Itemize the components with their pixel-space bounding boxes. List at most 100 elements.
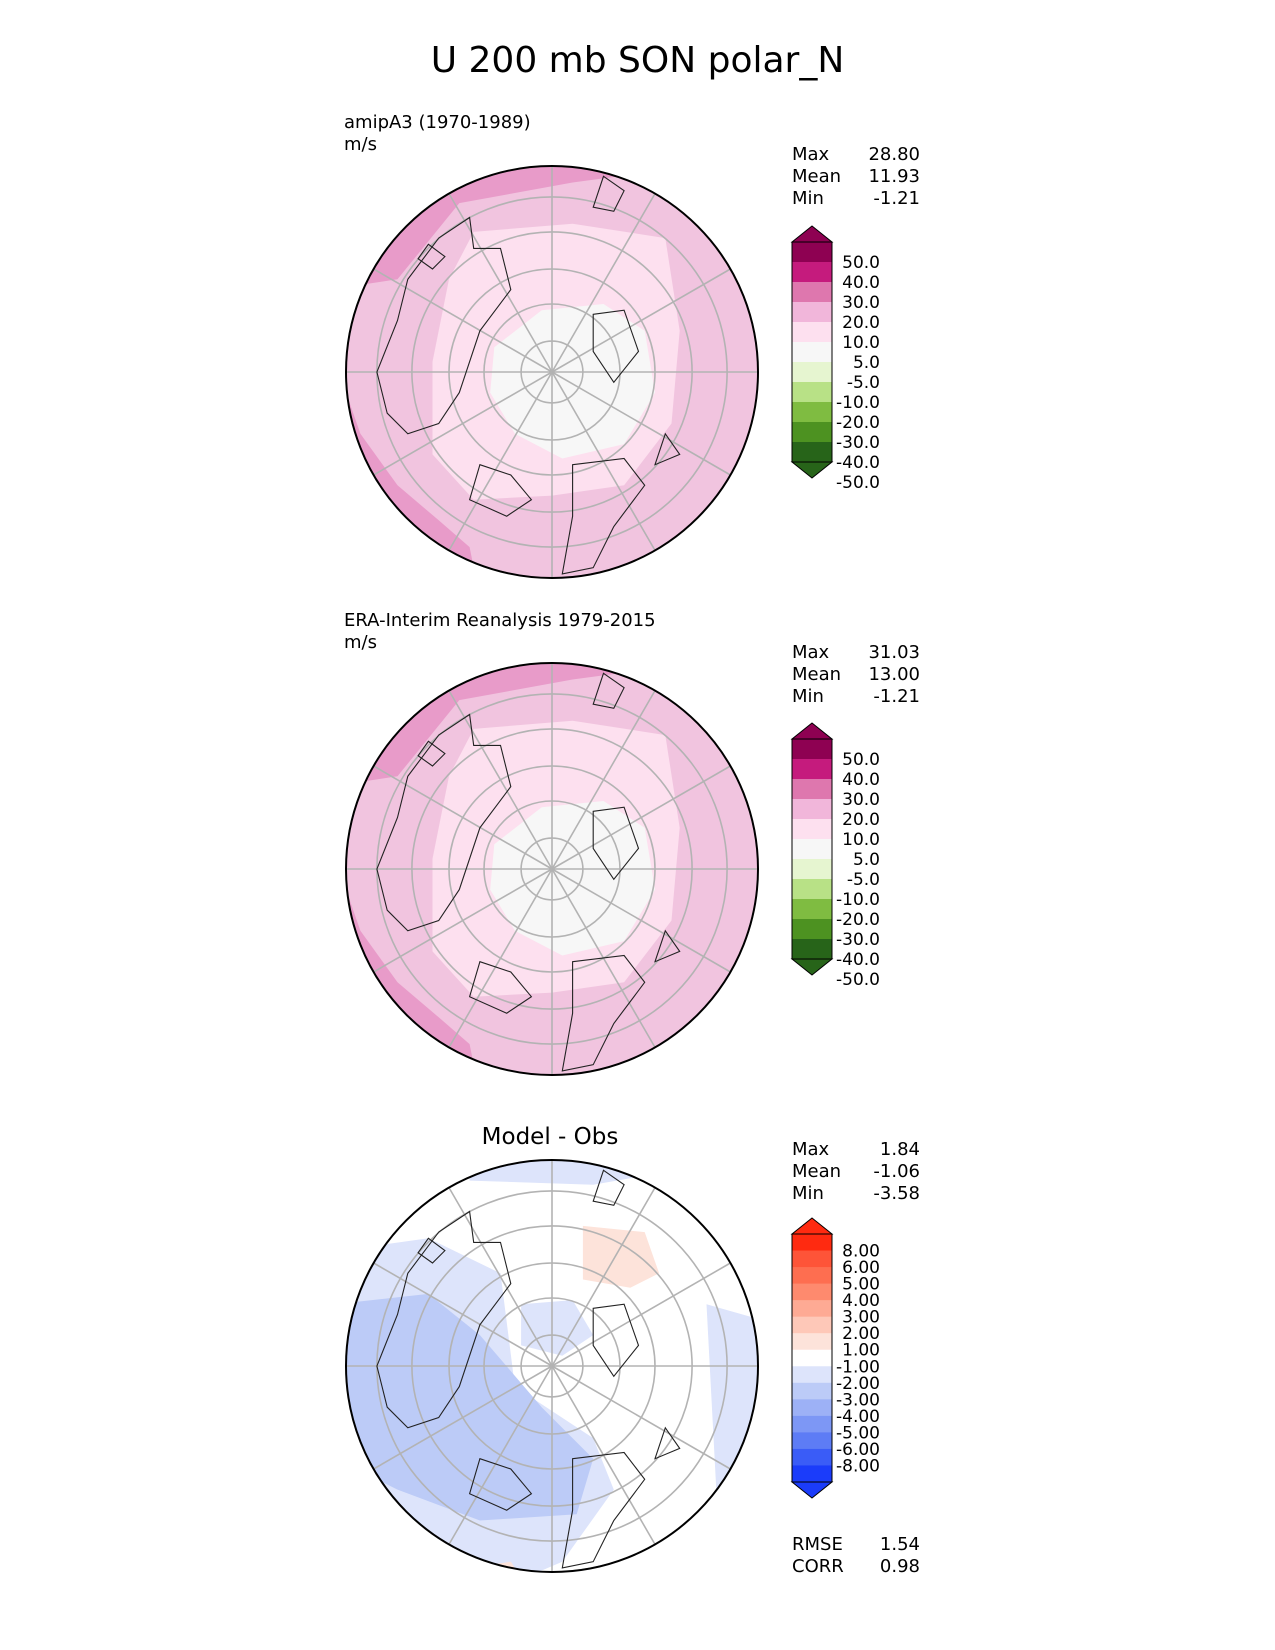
coastline (592, 672, 625, 709)
colorbar-tick-label: -3.00 (836, 1390, 880, 1410)
meridian-gridline (551, 1187, 656, 1367)
map-panel-3 (345, 1159, 759, 1573)
colorbar-frame (791, 738, 833, 960)
colorbar-swatch (792, 859, 832, 880)
band-1-2 (582, 1225, 660, 1288)
panel-2-header: ERA-Interim Reanalysis 1979-2015 m/s (344, 610, 656, 654)
colorbar-swatch (792, 382, 832, 403)
colorbar-frame (791, 241, 833, 463)
colorbar-tick-label: 20.0 (842, 810, 880, 830)
colorbar-swatch (792, 739, 832, 760)
meridian-gridline (551, 868, 731, 973)
meridian-gridline (551, 1262, 731, 1367)
colorbar-tick-label: -6.00 (836, 1440, 880, 1460)
meridian-gridline (373, 1365, 553, 1470)
panel-3-stats: Max 1.84 Mean -1.06 Min -3.58 (792, 1139, 920, 1205)
colorbar-tick-label: 50.0 (842, 253, 880, 273)
stat-row-mean: Mean 11.93 (792, 166, 920, 187)
colorbar-tick-label: 5.00 (842, 1275, 880, 1295)
colorbar-tick-label: -50.0 (836, 473, 880, 493)
stat-row-min: Min -1.21 (792, 188, 920, 209)
colorbar-swatch (792, 1234, 832, 1252)
coastline (592, 1169, 625, 1206)
meridian-gridline (448, 868, 553, 1048)
contour-field (346, 663, 758, 1075)
colorbar-swatch (792, 402, 832, 423)
colorbar-tick-label: 50.0 (842, 750, 880, 770)
colorbar-swatch (792, 1382, 832, 1400)
coastline (376, 1210, 512, 1429)
meridian-gridline (448, 193, 553, 373)
panel-2-stats: Max 31.03 Mean 13.00 Min -1.21 (792, 642, 920, 708)
contour-field (346, 166, 758, 578)
coastline (592, 175, 625, 212)
colorbar-tick-label: 8.00 (842, 1242, 880, 1262)
colorbar-swatch (792, 1300, 832, 1318)
colorbar-swatch (792, 1316, 832, 1334)
colorbar-1: 50.040.030.020.010.05.0-5.0-10.0-20.0-30… (790, 225, 880, 493)
colorbar-frame (791, 1233, 833, 1483)
colorbar-tick-label: -10.0 (836, 393, 880, 413)
colorbar-tick-label: -30.0 (836, 433, 880, 453)
colorbar-swatch (792, 879, 832, 900)
stat-row-mean: Mean 13.00 (792, 664, 920, 685)
colorbar-swatch (792, 1432, 832, 1450)
panel-1-header: amipA3 (1970-1989) m/s (344, 112, 531, 156)
stat-row-max: Max 28.80 (792, 144, 920, 165)
figure-title: U 200 mb SON polar_N (430, 40, 845, 81)
colorbar-swatch (792, 1465, 832, 1483)
colorbar-swatch (792, 1283, 832, 1301)
panel-1-title: amipA3 (1970-1989) (344, 112, 531, 133)
meridian-gridline (551, 193, 656, 373)
colorbar-extend-min (790, 958, 834, 976)
colorbar-tick-label: -5.0 (847, 870, 880, 890)
meridian-gridline (373, 1262, 553, 1367)
map-panel-1 (345, 165, 759, 579)
colorbar-tick-label: 5.0 (853, 850, 880, 870)
meridian-gridline (448, 1187, 553, 1367)
colorbar-swatch (792, 899, 832, 920)
colorbar-tick-label: -5.00 (836, 1423, 880, 1443)
meridian-gridline (448, 690, 553, 870)
colorbar-swatch (792, 1250, 832, 1268)
meridian-gridline (373, 868, 553, 973)
map-boundary (345, 662, 759, 1076)
stat-row-max: Max 1.84 (792, 1139, 920, 1160)
colorbar-tick-label: -10.0 (836, 890, 880, 910)
meridian-gridline (551, 268, 731, 373)
coastline (592, 1303, 640, 1378)
colorbar-tick-label: 10.0 (842, 333, 880, 353)
colorbar-swatch (792, 302, 832, 323)
meridian-gridline (551, 371, 731, 476)
stat-row-max: Max 31.03 (792, 642, 920, 663)
colorbar-swatch (792, 1448, 832, 1466)
coastline (376, 713, 512, 932)
colorbar-swatch (792, 422, 832, 443)
colorbar-tick-label: 5.0 (853, 353, 880, 373)
colorbar-swatch (792, 919, 832, 940)
colorbar-swatch (792, 1366, 832, 1384)
meridian-gridline (373, 371, 553, 476)
stat-row-min: Min -3.58 (792, 1183, 920, 1204)
colorbar-swatch (792, 839, 832, 860)
colorbar-swatch (792, 282, 832, 303)
colorbar-swatch (792, 759, 832, 780)
colorbar-tick-label: 40.0 (842, 770, 880, 790)
colorbar-tick-label: -30.0 (836, 930, 880, 950)
colorbar-extend-max (790, 225, 834, 243)
band-neg2-neg1 (469, 1160, 676, 1185)
colorbar-tick-label: 4.00 (842, 1291, 880, 1311)
colorbar-tick-label: -5.0 (847, 373, 880, 393)
colorbar-swatch (792, 342, 832, 363)
colorbar-swatch (792, 1333, 832, 1351)
coastline (592, 806, 640, 881)
colorbar-swatch (792, 322, 832, 343)
meridian-gridline (373, 268, 553, 373)
coastline (417, 1237, 446, 1264)
colorbar-tick-label: 30.0 (842, 790, 880, 810)
map-panel-2 (345, 662, 759, 1076)
stat-row-corr: CORR 0.98 (792, 1556, 920, 1577)
colorbar-swatch (792, 442, 832, 463)
panel-3-extra-stats: RMSE 1.54 CORR 0.98 (792, 1534, 920, 1578)
colorbar-tick-label: -50.0 (836, 970, 880, 990)
